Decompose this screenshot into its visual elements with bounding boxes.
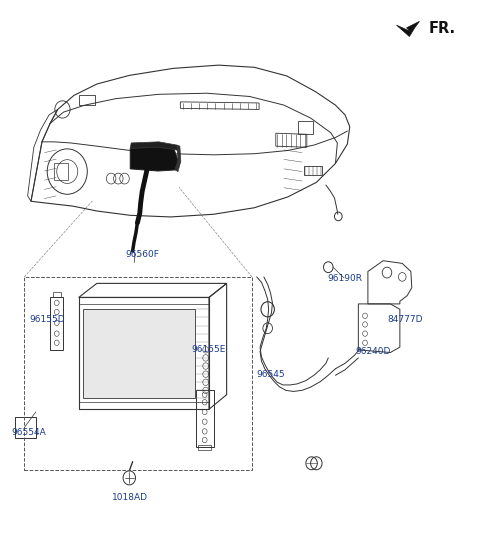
Text: 96155D: 96155D: [29, 314, 64, 324]
Polygon shape: [396, 21, 420, 36]
Text: 96545: 96545: [257, 370, 285, 378]
Polygon shape: [130, 147, 178, 171]
Bar: [24, 277, 252, 470]
Text: 84777D: 84777D: [387, 314, 422, 324]
Bar: [15, 418, 36, 438]
Polygon shape: [175, 145, 181, 172]
Text: 96155E: 96155E: [192, 345, 226, 355]
Polygon shape: [83, 310, 195, 399]
Text: 96560F: 96560F: [125, 250, 159, 258]
Text: 96190R: 96190R: [327, 274, 362, 283]
Text: 1018AD: 1018AD: [112, 493, 148, 502]
Text: 96240D: 96240D: [355, 347, 390, 356]
Polygon shape: [130, 142, 178, 150]
Text: 96554A: 96554A: [11, 428, 46, 437]
Text: FR.: FR.: [429, 21, 456, 36]
